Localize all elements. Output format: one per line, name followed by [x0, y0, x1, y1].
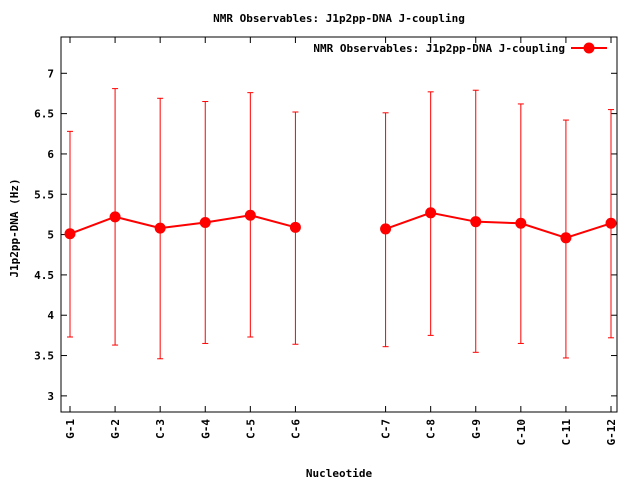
data-point: [64, 228, 76, 240]
data-point: [515, 217, 527, 229]
y-tick-label: 6: [47, 148, 54, 161]
x-tick-label: G-1: [64, 419, 77, 439]
data-point: [289, 221, 301, 233]
data-point: [605, 217, 617, 229]
series-line: [69, 214, 296, 235]
y-tick-label: 3.5: [34, 350, 54, 363]
legend: NMR Observables: J1p2pp-DNA J-coupling: [313, 42, 607, 55]
error-bars: [67, 88, 614, 360]
y-tick-label: 4.5: [34, 269, 54, 282]
data-point: [109, 211, 121, 223]
y-tick-label: 5.5: [34, 188, 54, 201]
series-lines: [69, 211, 612, 239]
y-tick-label: 6.5: [34, 108, 54, 121]
x-tick-label: C-7: [380, 419, 393, 439]
legend-marker: [583, 42, 595, 54]
y-tick-label: 7: [47, 67, 54, 80]
x-tick-label: G-9: [470, 419, 483, 439]
legend-label: NMR Observables: J1p2pp-DNA J-coupling: [313, 42, 565, 55]
x-tick-label: G-12: [605, 419, 618, 446]
data-point: [560, 232, 572, 244]
data-point: [425, 207, 437, 219]
y-axis-label: J1p2pp-DNA (Hz): [8, 178, 21, 277]
y-tick-label: 3: [47, 390, 54, 403]
data-point: [154, 222, 166, 234]
series-points: [64, 207, 617, 244]
y-tick-label: 4: [47, 309, 54, 322]
y-tick-label: 5: [47, 229, 54, 242]
chart-title: NMR Observables: J1p2pp-DNA J-coupling: [213, 12, 465, 25]
data-point: [199, 216, 211, 228]
x-tick-label: C-8: [425, 419, 438, 439]
x-tick-label: G-4: [199, 419, 212, 439]
x-tick-label: C-5: [244, 419, 257, 439]
axis-ticks: 3 3.5 4 4.5 5 5.5 6 6.5 7 G-1 G-2 C-3 G-4 C-5 C-6 C-7 C-…: [34, 37, 618, 446]
data-point: [244, 209, 256, 221]
x-tick-label: C-10: [515, 419, 528, 446]
plot-frame: [60, 36, 618, 413]
x-axis-label: Nucleotide: [306, 467, 373, 480]
x-tick-label: C-6: [289, 419, 302, 439]
x-tick-label: C-11: [560, 419, 573, 446]
series-line: [385, 211, 612, 239]
data-point: [470, 216, 482, 228]
x-tick-label: C-3: [154, 419, 167, 439]
x-tick-label: G-2: [109, 419, 122, 439]
data-point: [380, 223, 392, 235]
